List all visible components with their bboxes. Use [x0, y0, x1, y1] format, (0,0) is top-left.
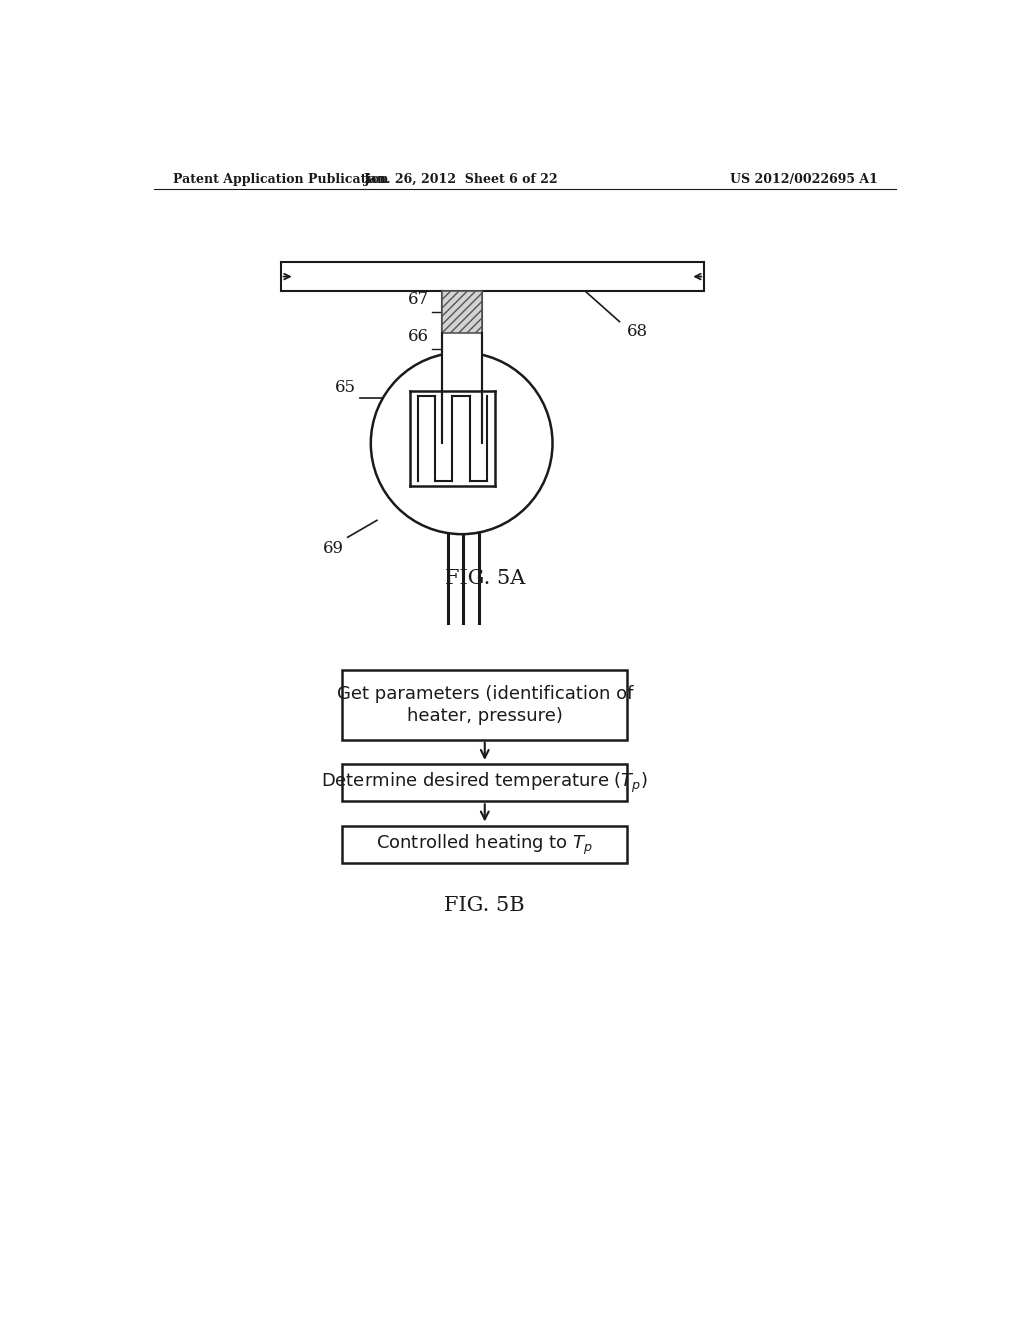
Text: 68: 68	[628, 323, 648, 341]
Text: heater, pressure): heater, pressure)	[407, 708, 563, 725]
Text: Determine desired temperature ($T_p$): Determine desired temperature ($T_p$)	[322, 771, 648, 795]
Bar	[441, 290, 481, 333]
Text: FIG. 5B: FIG. 5B	[444, 896, 525, 915]
Text: Controlled heating to $T_p$: Controlled heating to $T_p$	[376, 833, 593, 857]
Text: US 2012/0022695 A1: US 2012/0022695 A1	[729, 173, 878, 186]
Text: Get parameters (identification of: Get parameters (identification of	[337, 685, 633, 704]
Text: 66: 66	[409, 327, 429, 345]
Text: FIG. 5A: FIG. 5A	[444, 569, 525, 587]
Bar	[342, 671, 628, 739]
Bar	[342, 826, 628, 863]
Text: 65: 65	[335, 379, 356, 396]
Text: 67: 67	[409, 292, 429, 308]
Text: 69: 69	[323, 540, 344, 557]
Circle shape	[371, 352, 553, 535]
Text: Patent Application Publication: Patent Application Publication	[173, 173, 388, 186]
Bar	[441, 333, 481, 444]
Text: Jan. 26, 2012  Sheet 6 of 22: Jan. 26, 2012 Sheet 6 of 22	[365, 173, 559, 186]
Bar	[342, 764, 628, 801]
Bar	[281, 263, 705, 290]
